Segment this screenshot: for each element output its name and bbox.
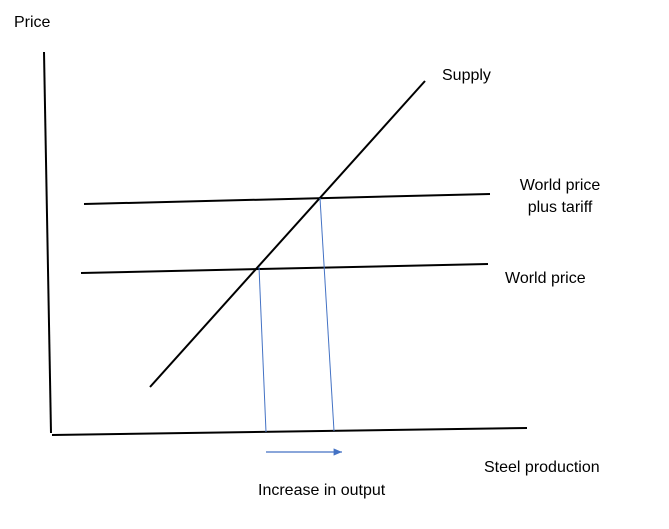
world-price-plus-tariff-line <box>83 193 491 205</box>
supply-label: Supply <box>442 67 491 84</box>
projection-line-world-price-plus-tariff <box>319 197 335 432</box>
world-price-plus-tariff-label-line2: plus tariff <box>527 199 593 216</box>
world-price-plus-tariff-label: World price plus tariff <box>504 175 616 219</box>
world-price-line <box>80 263 489 274</box>
y-axis-label: Price <box>14 14 51 31</box>
x-axis <box>51 427 528 436</box>
projection-line-world-price <box>258 266 267 433</box>
world-price-plus-tariff-label-line1: World price <box>519 177 601 194</box>
supply-curve <box>149 80 426 388</box>
increase-in-output-label: Increase in output <box>258 482 386 499</box>
y-axis <box>43 51 52 434</box>
world-price-label: World price <box>505 270 586 287</box>
x-axis-label: Steel production <box>484 459 600 476</box>
